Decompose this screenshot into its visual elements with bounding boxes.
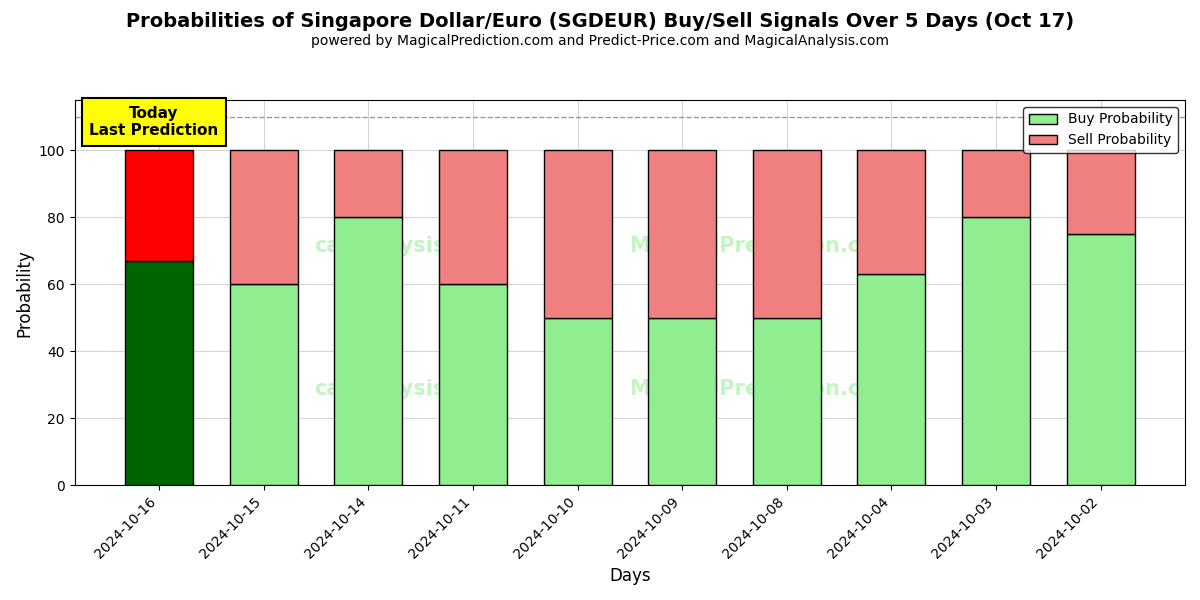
Text: calAnalysis.com: calAnalysis.com [314, 236, 502, 256]
Bar [439, 150, 506, 284]
Bar [962, 150, 1030, 217]
Bar [857, 150, 925, 274]
Text: powered by MagicalPrediction.com and Predict-Price.com and MagicalAnalysis.com: powered by MagicalPrediction.com and Pre… [311, 34, 889, 48]
Bar [439, 284, 506, 485]
Bar [1067, 234, 1134, 485]
Bar [648, 318, 716, 485]
Bar [544, 318, 612, 485]
Bar [962, 217, 1030, 485]
Bar [648, 150, 716, 318]
Bar [125, 261, 193, 485]
Bar [1067, 150, 1134, 234]
Bar [752, 318, 821, 485]
Text: calAnalysis.com: calAnalysis.com [314, 379, 502, 399]
Text: MagicalPrediction.com: MagicalPrediction.com [630, 236, 896, 256]
Y-axis label: Probability: Probability [16, 248, 34, 337]
Bar [857, 274, 925, 485]
Bar [544, 150, 612, 318]
Bar [752, 150, 821, 318]
Bar [229, 284, 298, 485]
X-axis label: Days: Days [610, 567, 650, 585]
Text: Probabilities of Singapore Dollar/Euro (SGDEUR) Buy/Sell Signals Over 5 Days (Oc: Probabilities of Singapore Dollar/Euro (… [126, 12, 1074, 31]
Legend: Buy Probability, Sell Probability: Buy Probability, Sell Probability [1024, 107, 1178, 153]
Bar [335, 217, 402, 485]
Bar [229, 150, 298, 284]
Bar [125, 150, 193, 261]
Text: MagicalPrediction.com: MagicalPrediction.com [630, 379, 896, 399]
Text: Today
Last Prediction: Today Last Prediction [89, 106, 218, 138]
Bar [335, 150, 402, 217]
